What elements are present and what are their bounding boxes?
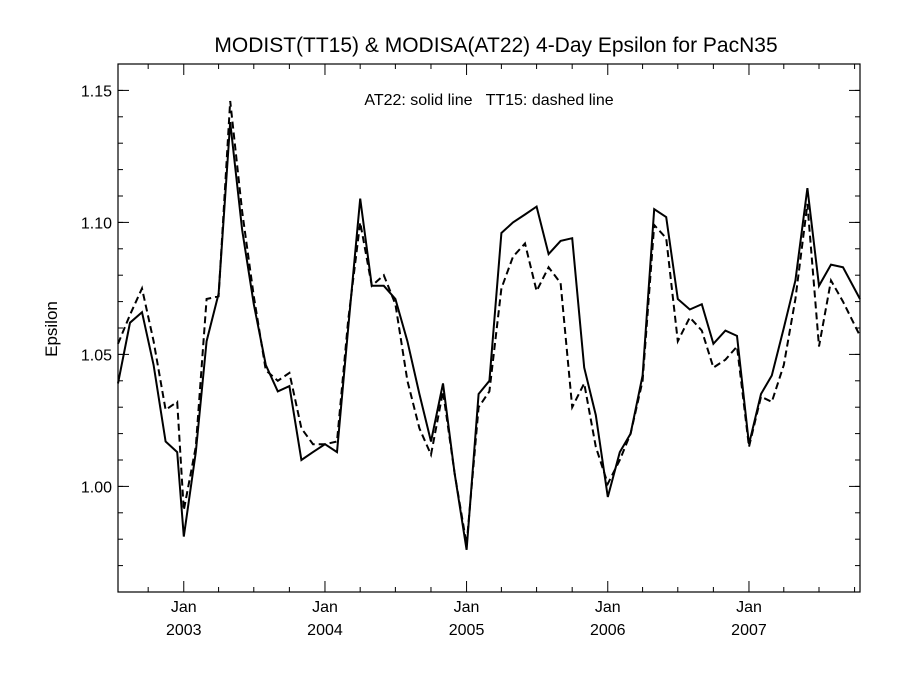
x-tick-label-month: Jan xyxy=(312,599,338,616)
series-line-tt15 xyxy=(117,100,861,545)
x-tick-label-year: 2004 xyxy=(307,622,343,639)
series-layer xyxy=(117,100,861,550)
y-tick-label: 1.00 xyxy=(81,479,112,496)
x-tick-label-year: 2007 xyxy=(731,622,767,639)
x-tick-label-month: Jan xyxy=(736,599,762,616)
axis-tick-labels: 1.00 1.05 1.10 1.15 Jan 2003 Jan 2004 Jan 2005 Jan… xyxy=(81,83,767,639)
x-tick-label-month: Jan xyxy=(454,599,480,616)
x-tick-label-year: 2006 xyxy=(590,622,626,639)
series-line-at22 xyxy=(117,121,861,550)
x-tick-label-year: 2005 xyxy=(449,622,485,639)
chart-title: MODIST(TT15) & MODISA(AT22) 4-Day Epsilo… xyxy=(214,34,777,57)
y-tick-label: 1.10 xyxy=(81,215,112,232)
legend-annotation: AT22: solid line TT15: dashed line xyxy=(364,92,613,109)
plot-frame xyxy=(117,63,861,593)
y-tick-label: 1.05 xyxy=(81,347,112,364)
y-axis-label: Epsilon xyxy=(42,301,61,357)
x-tick-label-month: Jan xyxy=(171,599,197,616)
x-tick-label-month: Jan xyxy=(595,599,621,616)
y-tick-label: 1.15 xyxy=(81,83,112,100)
x-tick-label-year: 2003 xyxy=(166,622,202,639)
